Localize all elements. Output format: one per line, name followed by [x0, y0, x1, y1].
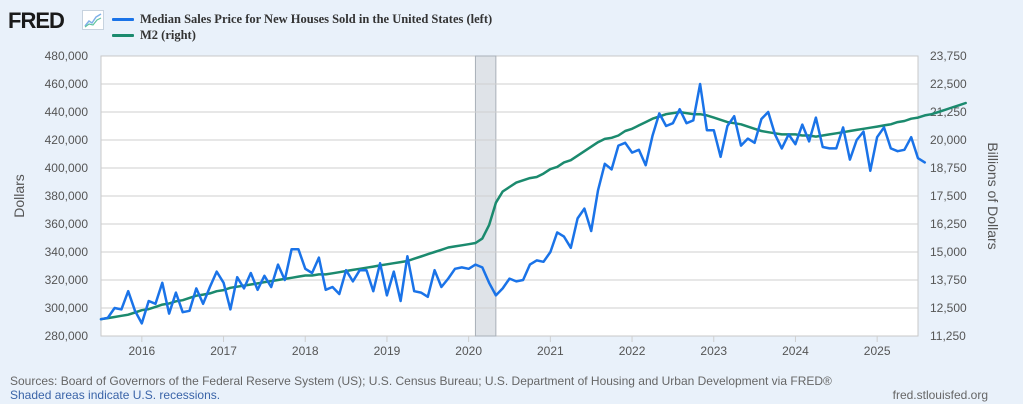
x-tick-label: 2016: [128, 344, 155, 358]
right-tick-label: 13,750: [930, 273, 967, 287]
right-tick-label: 22,500: [930, 77, 967, 91]
right-tick-label: 16,250: [930, 217, 967, 231]
x-tick-label: 2024: [782, 344, 809, 358]
legend-swatch-m2: [112, 34, 134, 37]
gridlines: [101, 83, 918, 309]
series-line-median-price[interactable]: [99, 82, 927, 325]
left-tick-label: 480,000: [45, 49, 89, 63]
left-tick-label: 300,000: [45, 301, 89, 315]
x-tick-label: 2020: [455, 344, 482, 358]
legend-swatch-price: [112, 18, 134, 21]
line-chart-icon: [82, 10, 104, 30]
left-tick-label: 460,000: [45, 77, 89, 91]
x-tick-label: 2019: [374, 344, 401, 358]
site-url[interactable]: fred.stlouisfed.org: [892, 388, 988, 402]
left-tick-label: 420,000: [45, 133, 89, 147]
x-tick-label: 2021: [537, 344, 564, 358]
x-tick-label: 2025: [864, 344, 891, 358]
left-tick-label: 340,000: [45, 245, 89, 259]
legend-label-price: Median Sales Price for New Houses Sold i…: [140, 12, 493, 26]
x-tick-label: 2022: [619, 344, 646, 358]
x-axis: 2016 2017 2018 2019 2020 2021 2022 2023 2024 2025: [128, 336, 891, 358]
right-tick-label: 20,000: [930, 133, 967, 147]
recession-note-link[interactable]: Shaded areas indicate U.S. recessions.: [10, 388, 221, 402]
right-axis: 11,250 12,500 13,750 15,000 16,250 17,500 18,7…: [930, 49, 967, 343]
y-axis-title-left: Dollars: [11, 174, 27, 218]
left-tick-label: 400,000: [45, 161, 89, 175]
right-tick-label: 12,500: [930, 301, 967, 315]
right-tick-label: 23,750: [930, 49, 967, 63]
right-tick-label: 18,750: [930, 161, 967, 175]
right-tick-label: 17,500: [930, 189, 967, 203]
x-tick-label: 2018: [292, 344, 319, 358]
right-tick-label: 21,250: [930, 105, 967, 119]
left-tick-label: 360,000: [45, 217, 89, 231]
left-tick-label: 380,000: [45, 189, 89, 203]
left-tick-label: 440,000: [45, 105, 89, 119]
left-tick-label: 320,000: [45, 273, 89, 287]
right-tick-label: 11,250: [930, 329, 966, 343]
footer-sources: Sources: Board of Governors of the Feder…: [10, 374, 832, 388]
right-tick-label: 15,000: [930, 245, 967, 259]
fred-logo[interactable]: FRED: [8, 8, 65, 33]
series-layer: [99, 82, 967, 325]
x-tick-label: 2023: [700, 344, 727, 358]
legend-label-m2: M2 (right): [140, 28, 196, 42]
left-tick-label: 280,000: [45, 329, 89, 343]
x-tick-label: 2017: [210, 344, 237, 358]
left-axis: 280,000 300,000 320,000 340,000 360,000 380,0…: [45, 49, 89, 343]
y-axis-title-right: Billions of Dollars: [985, 142, 1001, 249]
chart-area: 280,000 300,000 320,000 340,000 360,000 380,0…: [11, 49, 1001, 358]
